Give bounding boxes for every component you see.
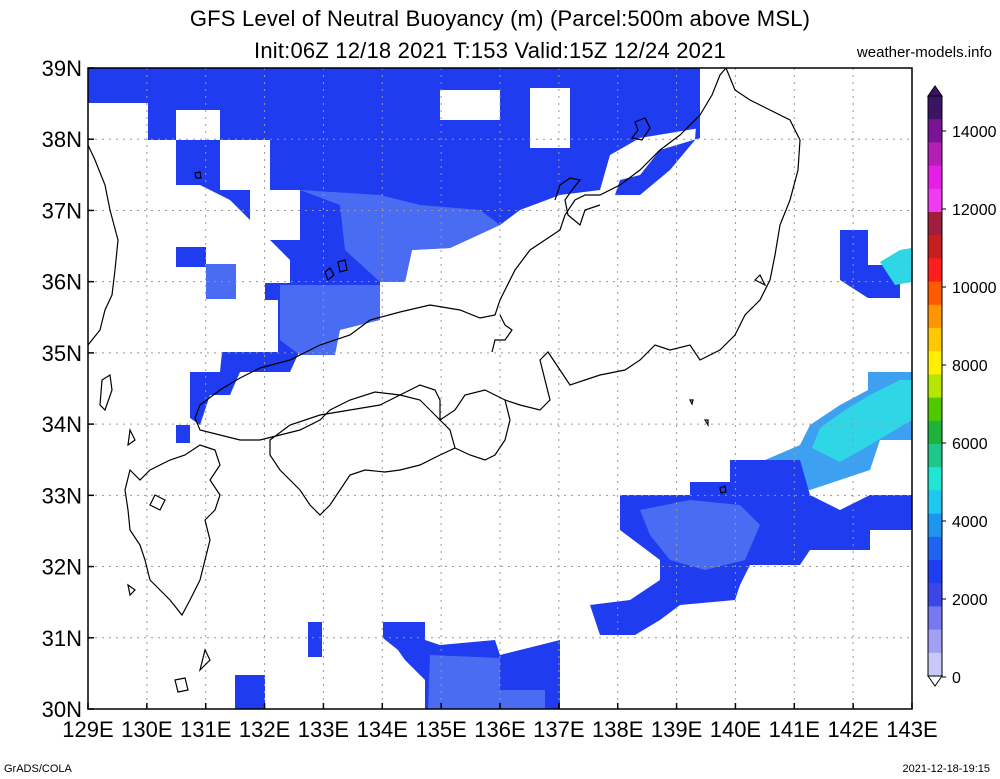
x-tick-label: 143E xyxy=(886,717,937,742)
colorbar-swatch xyxy=(928,235,942,259)
colorbar-label: 4000 xyxy=(952,514,988,531)
colorbar-frame xyxy=(927,95,943,677)
colorbar-swatch xyxy=(928,212,942,236)
y-tick-label: 33N xyxy=(42,483,82,508)
colorbar-label: 0 xyxy=(952,670,961,687)
colorbar-min-arrow xyxy=(927,675,943,687)
colorbar-label: 2000 xyxy=(952,592,988,609)
y-tick-label: 31N xyxy=(42,626,82,651)
colorbar-swatch xyxy=(928,165,942,190)
colorbar-swatch xyxy=(928,188,942,213)
colorbar-swatch xyxy=(928,560,942,584)
colorbar-swatch xyxy=(928,536,942,561)
x-tick-label: 140E xyxy=(710,717,761,742)
chart-title: GFS Level of Neutral Buoyancy (m) (Parce… xyxy=(189,6,811,31)
y-tick-label: 32N xyxy=(42,555,82,580)
y-tick-label: 34N xyxy=(42,412,82,437)
site-label: weather-models.info xyxy=(856,44,992,61)
x-tick-label: 137E xyxy=(533,717,584,742)
x-tick-label: 135E xyxy=(415,717,466,742)
colorbar-label: 8000 xyxy=(952,358,988,375)
field-se xyxy=(590,460,912,635)
colorbar-swatch xyxy=(928,281,942,306)
grid xyxy=(88,68,912,709)
x-tick-label: 133E xyxy=(298,717,349,742)
x-tick-label: 132E xyxy=(239,717,290,742)
colorbar-swatch xyxy=(928,444,942,468)
field-ne xyxy=(840,230,900,298)
x-tick-label: 130E xyxy=(121,717,172,742)
colorbar-swatch xyxy=(928,629,942,654)
field-south-light xyxy=(428,655,545,709)
coastline xyxy=(88,68,801,693)
colorbar-label: 6000 xyxy=(952,436,988,453)
y-tick-label: 35N xyxy=(42,341,82,366)
colorbar: 14000 12000 10000 8000 6000 4000 2000 0 xyxy=(927,85,997,687)
y-tick-label: 30N xyxy=(42,697,82,722)
footer-timestamp: 2021-12-18-19:15 xyxy=(902,763,990,775)
colorbar-swatch xyxy=(928,467,942,491)
colorbar-swatch xyxy=(928,490,942,515)
x-tick-label: 141E xyxy=(769,717,820,742)
y-axis: 39N 38N 37N 36N 35N 34N 33N 32N 31N 30N xyxy=(42,56,94,722)
x-tick-label: 138E xyxy=(592,717,643,742)
y-tick-label: 38N xyxy=(42,127,82,152)
footer-credit: GrADS/COLA xyxy=(4,763,72,775)
x-tick-label: 142E xyxy=(827,717,878,742)
field-shikoku-n xyxy=(280,285,380,355)
field-east-cyan-core xyxy=(812,380,912,462)
x-tick-label: 136E xyxy=(474,717,525,742)
colorbar-label: 10000 xyxy=(952,280,997,297)
colorbar-swatch xyxy=(928,420,942,445)
buoyancy-field xyxy=(88,68,912,709)
colorbar-swatch xyxy=(928,513,942,538)
field-ne-cyan xyxy=(880,248,912,285)
y-tick-label: 39N xyxy=(42,56,82,81)
colorbar-swatch xyxy=(928,142,942,167)
colorbar-swatch xyxy=(928,328,942,352)
chart-subtitle: Init:06Z 12/18 2021 T:153 Valid:15Z 12/2… xyxy=(254,38,726,63)
colorbar-swatch xyxy=(928,96,942,120)
colorbar-swatch xyxy=(928,397,942,422)
colorbar-swatch xyxy=(928,583,942,607)
x-tick-label: 129E xyxy=(62,717,113,742)
colorbar-max-arrow xyxy=(927,85,943,97)
colorbar-swatch xyxy=(928,119,942,143)
colorbar-label: 14000 xyxy=(952,124,997,141)
colorbar-swatch xyxy=(928,351,942,375)
x-axis: 129E 130E 131E 132E 133E 134E 135E 136E 137E 138E… xyxy=(62,703,938,742)
y-tick-label: 37N xyxy=(42,198,82,223)
field-se-light xyxy=(640,500,760,570)
colorbar-swatch xyxy=(928,606,942,631)
colorbar-swatch xyxy=(928,652,942,677)
x-tick-label: 139E xyxy=(651,717,702,742)
x-tick-label: 134E xyxy=(357,717,408,742)
colorbar-swatch xyxy=(928,374,942,399)
colorbar-label: 12000 xyxy=(952,202,997,219)
colorbar-swatch xyxy=(928,258,942,283)
colorbar-swatch xyxy=(928,304,942,329)
x-tick-label: 131E xyxy=(180,717,231,742)
y-tick-label: 36N xyxy=(42,270,82,295)
field-north-light xyxy=(300,190,500,282)
